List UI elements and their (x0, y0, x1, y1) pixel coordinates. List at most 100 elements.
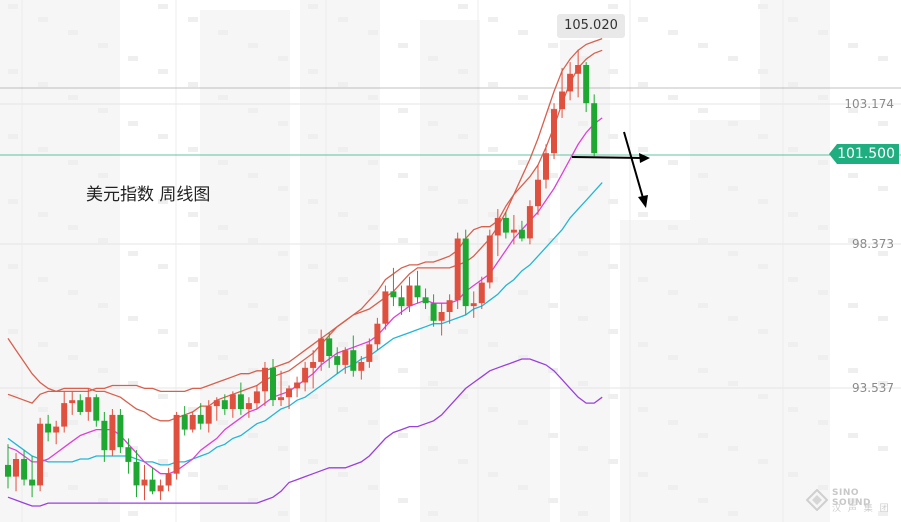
bg-window (518, 355, 528, 360)
bg-window (278, 186, 288, 191)
bg-window (488, 342, 498, 347)
candle-body (342, 350, 349, 365)
bg-window (398, 498, 408, 503)
bg-window (218, 420, 228, 425)
bg-window (68, 225, 78, 230)
y-tick-label: 93.537 (852, 381, 894, 395)
bg-window (188, 342, 198, 347)
bg-window (128, 511, 138, 516)
candle-body (470, 303, 477, 307)
bg-window (488, 82, 498, 87)
candle-body (310, 362, 317, 368)
upper-band-line (7, 37, 603, 393)
bg-window (698, 108, 708, 113)
bg-window (308, 199, 318, 204)
candle-body (414, 285, 421, 298)
bg-window (638, 147, 648, 152)
bg-window (158, 69, 168, 74)
bg-window (38, 147, 48, 152)
candle-body (125, 447, 132, 462)
candle-body (302, 367, 309, 383)
bg-building (470, 170, 550, 522)
bg-window (368, 30, 378, 35)
bg-window (308, 394, 318, 399)
bg-window (668, 225, 678, 230)
candle-body (53, 426, 60, 433)
candle-body (29, 479, 36, 486)
candle-body (575, 65, 582, 74)
bg-window (8, 134, 18, 139)
bg-window (578, 316, 588, 321)
bg-window (218, 290, 228, 295)
bg-window (218, 485, 228, 490)
bg-window (218, 30, 228, 35)
candle-body (350, 350, 357, 371)
bg-window (368, 420, 378, 425)
y-tick-label: 103.174 (844, 97, 894, 111)
candle-body (149, 479, 156, 492)
bg-window (878, 251, 888, 256)
candle-body (13, 459, 19, 477)
candle-body (157, 485, 164, 492)
bg-window (698, 303, 708, 308)
chart-caption: 美元指数 周线图 (86, 185, 211, 205)
bg-window (458, 199, 468, 204)
bg-window (428, 186, 438, 191)
candle-body (510, 229, 517, 233)
candle-body (181, 414, 188, 430)
bg-window (848, 498, 858, 503)
bg-window (818, 420, 828, 425)
candle-body (253, 391, 260, 404)
bg-window (338, 212, 348, 217)
bg-window (188, 277, 198, 282)
candle-body (165, 473, 172, 486)
bg-window (248, 43, 258, 48)
bg-window (428, 381, 438, 386)
bg-window (338, 147, 348, 152)
bg-window (338, 82, 348, 87)
bg-window (278, 381, 288, 386)
bg-window (158, 459, 168, 464)
bg-window (458, 4, 468, 9)
bg-window (698, 173, 708, 178)
bg-window (158, 329, 168, 334)
bg-window (728, 316, 738, 321)
bg-window (878, 186, 888, 191)
bg-window (518, 95, 528, 100)
candle-body (294, 382, 301, 389)
arrow-right-line (571, 156, 643, 159)
bg-window (638, 472, 648, 477)
candle-body (318, 338, 325, 362)
bg-window (548, 173, 558, 178)
bg-window (488, 212, 498, 217)
bg-window (98, 498, 108, 503)
bg-window (68, 355, 78, 360)
bg-window (518, 225, 528, 230)
candle-body (197, 414, 204, 424)
bg-window (278, 121, 288, 126)
bg-window (68, 30, 78, 35)
bg-window (608, 134, 618, 139)
candle-body (462, 238, 469, 307)
bg-window (338, 342, 348, 347)
bg-window (848, 238, 858, 243)
bg-window (8, 199, 18, 204)
bg-window (458, 459, 468, 464)
bg-window (398, 43, 408, 48)
bg-window (248, 433, 258, 438)
bg-window (188, 17, 198, 22)
bg-window (308, 459, 318, 464)
bg-window (668, 160, 678, 165)
bg-building (200, 10, 290, 522)
bg-window (698, 368, 708, 373)
bg-window (818, 95, 828, 100)
candle-body (398, 297, 405, 307)
candle-body (77, 400, 84, 412)
bg-window (848, 303, 858, 308)
bg-window (68, 290, 78, 295)
candle-body (213, 400, 220, 407)
bg-window (638, 82, 648, 87)
bg-window (488, 17, 498, 22)
